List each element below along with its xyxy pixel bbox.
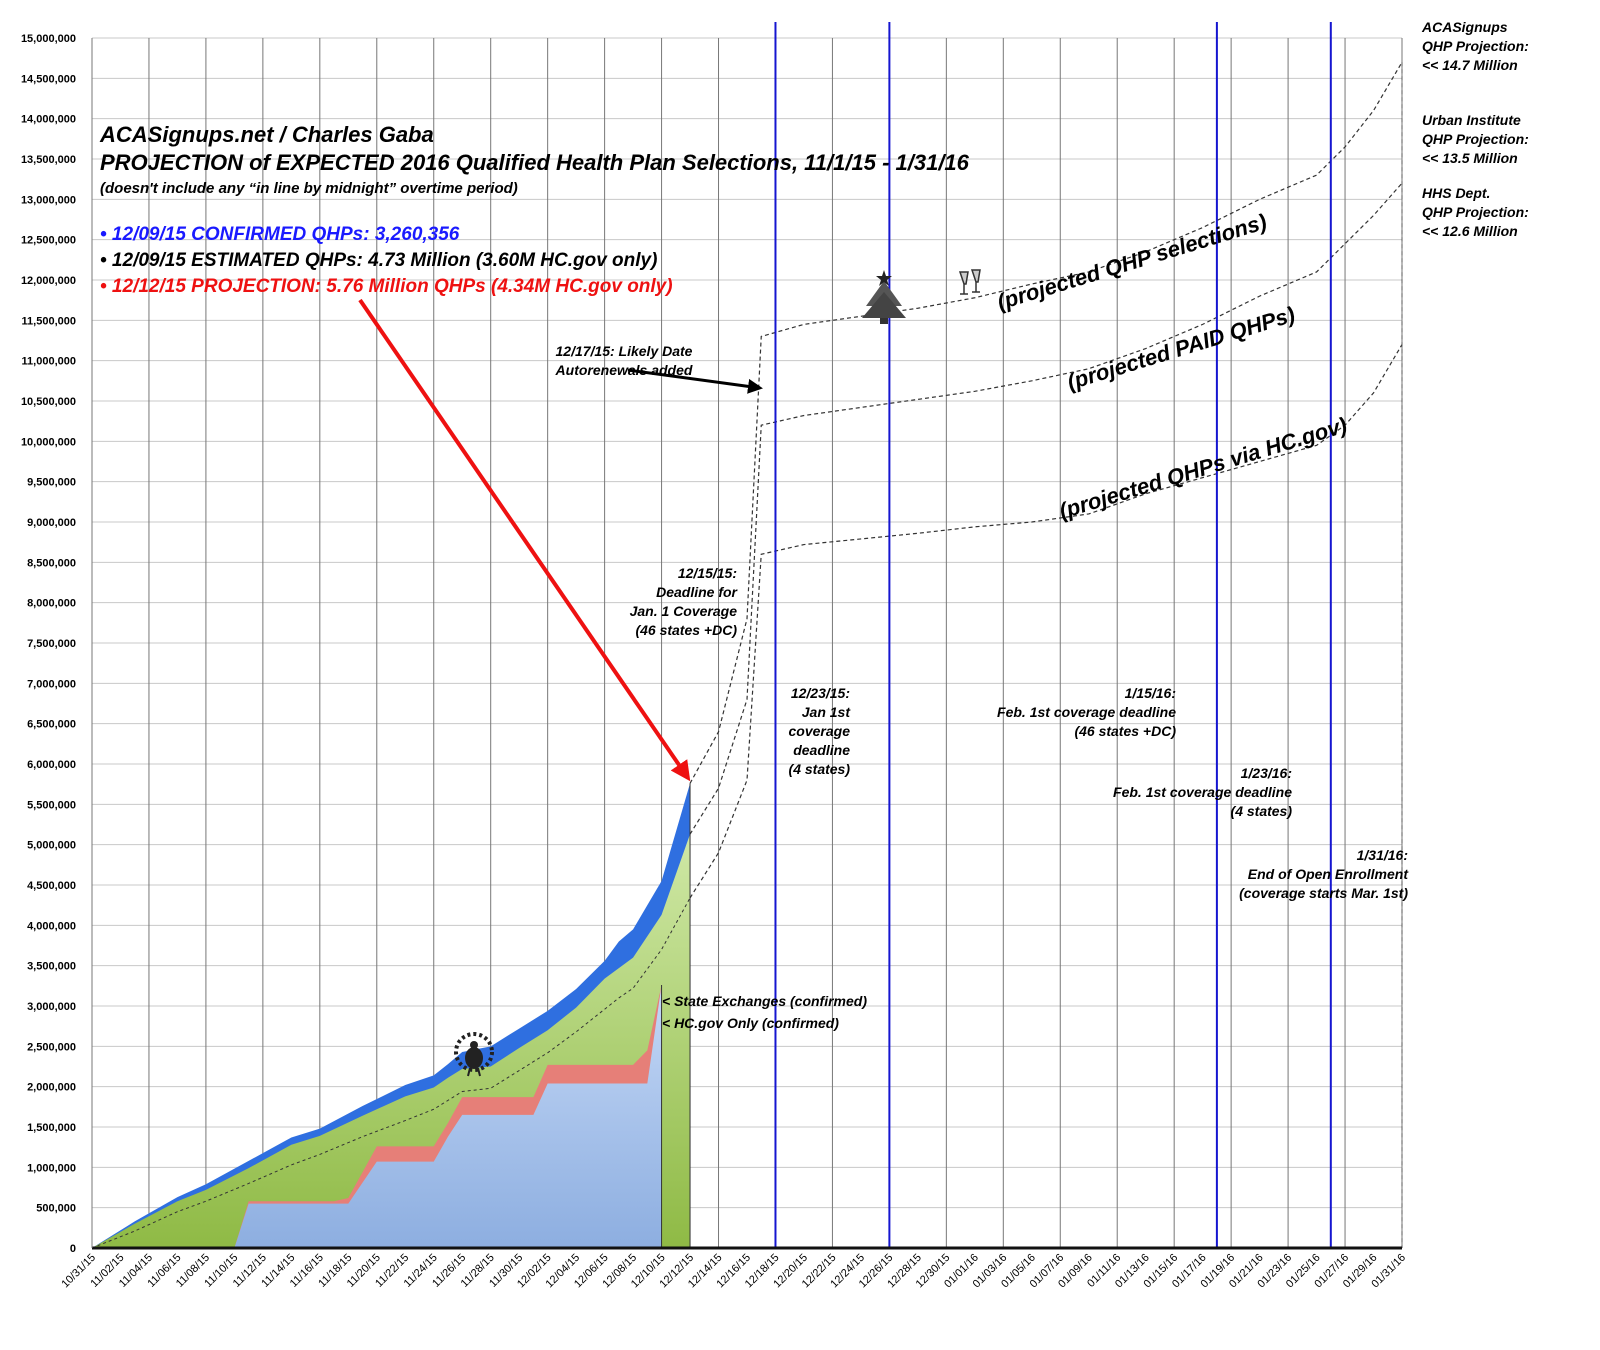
annotation-feb1-deadline: 1/15/16: Feb. 1st coverage deadline (46 st… (997, 685, 1176, 739)
annotation-line: << 13.5 Million (1422, 150, 1518, 166)
annotation-line: Deadline for (656, 584, 738, 600)
champagne-glasses-icon (958, 269, 981, 295)
y-tick-label: 12,000,000 (21, 275, 76, 287)
y-tick-label: 15,000,000 (21, 33, 76, 45)
y-tick-label: 11,000,000 (22, 356, 76, 368)
annotation-urban-institute-projection: Urban Institute QHP Projection: << 13.5 Mi… (1422, 112, 1529, 166)
y-tick-label: 9,500,000 (27, 477, 76, 489)
projection-line (689, 182, 1403, 835)
curve-label-selections: (projected QHP selections) (994, 209, 1269, 315)
headline-bullet: • 12/09/15 ESTIMATED QHPs: 4.73 Million … (100, 250, 657, 271)
annotation-line: coverage (789, 723, 851, 739)
annotation-line: 12/23/15: (791, 685, 850, 701)
annotation-line: (4 states) (1231, 803, 1293, 819)
y-tick-label: 8,500,000 (27, 557, 76, 569)
y-tick-label: 9,000,000 (27, 517, 76, 529)
annotation-line: Feb. 1st coverage deadline (997, 704, 1176, 720)
y-tick-label: 4,000,000 (27, 920, 76, 932)
christmas-tree-icon (862, 270, 906, 324)
annotation-line: Urban Institute (1422, 112, 1521, 128)
annotation-line: 12/15/15: (678, 565, 737, 581)
y-tick-label: 14,500,000 (21, 73, 76, 85)
y-tick-label: 5,000,000 (27, 840, 76, 852)
annotation-line: QHP Projection: (1422, 131, 1529, 147)
annotation-line: (4 states) (789, 761, 851, 777)
y-tick-label: 10,000,000 (21, 436, 76, 448)
y-tick-label: 12,500,000 (21, 235, 76, 247)
arrow-projection (358, 298, 691, 782)
annotation-line: 1/23/16: (1241, 765, 1292, 781)
annotation-feb1-deadline-4states: 1/23/16: Feb. 1st coverage deadline (4 sta… (1113, 765, 1292, 819)
projection-line (689, 61, 1403, 784)
chart-subtitle: PROJECTION of EXPECTED 2016 Qualified He… (100, 150, 970, 175)
y-tick-label: 3,500,000 (27, 961, 76, 973)
annotation-open-enrollment-end: 1/31/16: End of Open Enrollment (coverage … (1239, 847, 1409, 901)
y-tick-label: 1,500,000 (27, 1122, 76, 1134)
y-tick-label: 11,500,000 (22, 315, 76, 327)
headline-bullet: • 12/09/15 CONFIRMED QHPs: 3,260,356 (100, 224, 460, 245)
y-tick-label: 7,000,000 (27, 678, 76, 690)
annotation-line: (coverage starts Mar. 1st) (1239, 885, 1408, 901)
annotation-line: QHP Projection: (1422, 38, 1529, 54)
label-hcgov-only: < HC.gov Only (confirmed) (662, 1015, 839, 1031)
y-tick-label: 4,500,000 (27, 880, 76, 892)
annotation-line: Jan. 1 Coverage (630, 603, 738, 619)
y-tick-label: 5,500,000 (27, 799, 76, 811)
annotation-line: 1/31/16: (1357, 847, 1408, 863)
annotation-line: 12/17/15: Likely Date (556, 343, 693, 359)
annotation-line: QHP Projection: (1422, 204, 1529, 220)
y-tick-label: 6,000,000 (27, 759, 76, 771)
arrow-autorenewals (627, 368, 763, 394)
y-tick-label: 6,500,000 (27, 719, 76, 731)
annotation-hhs-projection: HHS Dept. QHP Projection: << 12.6 Million (1422, 185, 1529, 239)
annotation-line: End of Open Enrollment (1248, 866, 1410, 882)
curve-label-hcgov: (projected QHPs via HC.gov) (1056, 412, 1350, 523)
y-tick-label: 10,500,000 (21, 396, 76, 408)
line-projected-hcgov (91, 897, 691, 1249)
y-tick-label: 2,000,000 (27, 1082, 76, 1094)
annotation-line: << 12.6 Million (1422, 223, 1518, 239)
turkey-icon (454, 1032, 494, 1077)
y-tick-label: 14,000,000 (21, 114, 76, 126)
chart-title: ACASignups.net / Charles Gaba (99, 122, 434, 147)
annotation-line: deadline (793, 742, 850, 758)
annotation-acasignups-projection: ACASignups QHP Projection: << 14.7 Million (1421, 19, 1529, 73)
annotation-line: (46 states +DC) (635, 622, 737, 638)
annotation-line: HHS Dept. (1422, 185, 1490, 201)
chart-note: (doesn't include any “in line by midnigh… (100, 180, 518, 197)
annotation-line: 1/15/16: (1125, 685, 1176, 701)
annotation-line: (46 states +DC) (1074, 723, 1176, 739)
annotation-line: << 14.7 Million (1422, 57, 1518, 73)
y-tick-label: 8,000,000 (27, 598, 76, 610)
y-tick-label: 13,500,000 (21, 154, 76, 166)
annotation-jan1-deadline: 12/15/15: Deadline for Jan. 1 Coverage (46 … (630, 565, 739, 638)
label-state-exchanges: < State Exchanges (confirmed) (662, 993, 867, 1009)
y-tick-label: 7,500,000 (27, 638, 76, 650)
y-tick-label: 500,000 (36, 1203, 76, 1215)
projection-line (689, 344, 1403, 899)
annotation-line: ACASignups (1421, 19, 1508, 35)
y-tick-label: 3,000,000 (27, 1001, 76, 1013)
y-tick-label: 13,000,000 (21, 194, 76, 206)
area-hcgov-confirmed (234, 985, 662, 1248)
grid (91, 37, 1403, 1249)
y-tick-label: 0 (70, 1243, 76, 1255)
annotation-line: Jan 1st (802, 704, 852, 720)
headline-bullet: • 12/12/15 PROJECTION: 5.76 Million QHPs… (100, 276, 673, 297)
y-tick-label: 1,000,000 (27, 1162, 76, 1174)
y-tick-label: 2,500,000 (27, 1041, 76, 1053)
curve-label-paid: (projected PAID QHPs) (1064, 302, 1298, 395)
annotation-line: Feb. 1st coverage deadline (1113, 784, 1292, 800)
annotation-jan1-deadline-4states: 12/23/15: Jan 1st coverage deadline (4 state… (789, 685, 852, 777)
